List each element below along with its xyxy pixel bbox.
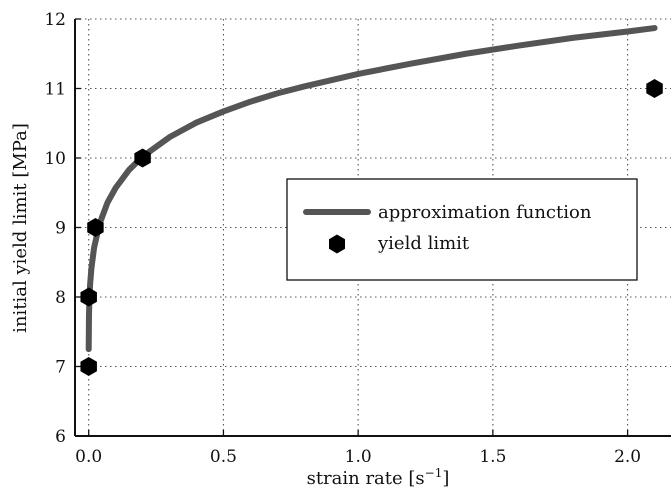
legend: approximation function yield limit	[286, 178, 638, 281]
y-axis-label: initial yield limit [MPa]	[10, 123, 31, 333]
yield-limit-point	[646, 79, 663, 98]
x-tick-label: 0.5	[210, 447, 237, 467]
yield-limit-point	[80, 287, 97, 307]
y-tick-label: 10	[44, 149, 66, 169]
legend-label-approximation-function: approximation function	[378, 202, 592, 223]
yield-limit-point	[80, 357, 97, 376]
y-tick-label: 12	[44, 10, 66, 30]
ticks-layer: 0.0 0.5 1.0 1.5 2.0 6 7 8 9 10 11 12	[44, 10, 641, 467]
legend-box	[286, 178, 638, 281]
yield-limit-point	[87, 218, 104, 237]
x-axis-label: strain rate [s−1]	[307, 466, 450, 489]
legend-label-yield-limit: yield limit	[377, 233, 470, 254]
approximation-function-line	[85, 25, 658, 353]
series-layer	[80, 25, 663, 376]
x-tick-label: 2.0	[614, 447, 641, 467]
y-tick-label: 6	[55, 427, 66, 447]
y-tick-label: 9	[55, 219, 66, 239]
x-tick-label: 1.0	[345, 447, 372, 467]
y-tick-label: 8	[55, 288, 66, 308]
x-axis-label-superscript: −1	[425, 466, 443, 480]
y-tick-label: 7	[55, 358, 66, 378]
x-tick-label: 1.5	[479, 447, 506, 467]
legend-hexagon-marker	[329, 234, 345, 254]
y-tick-label: 11	[44, 80, 66, 100]
x-tick-label: 0.0	[75, 447, 102, 467]
x-axis-label-end: ]	[442, 468, 449, 489]
yield-limit-point	[134, 148, 151, 168]
